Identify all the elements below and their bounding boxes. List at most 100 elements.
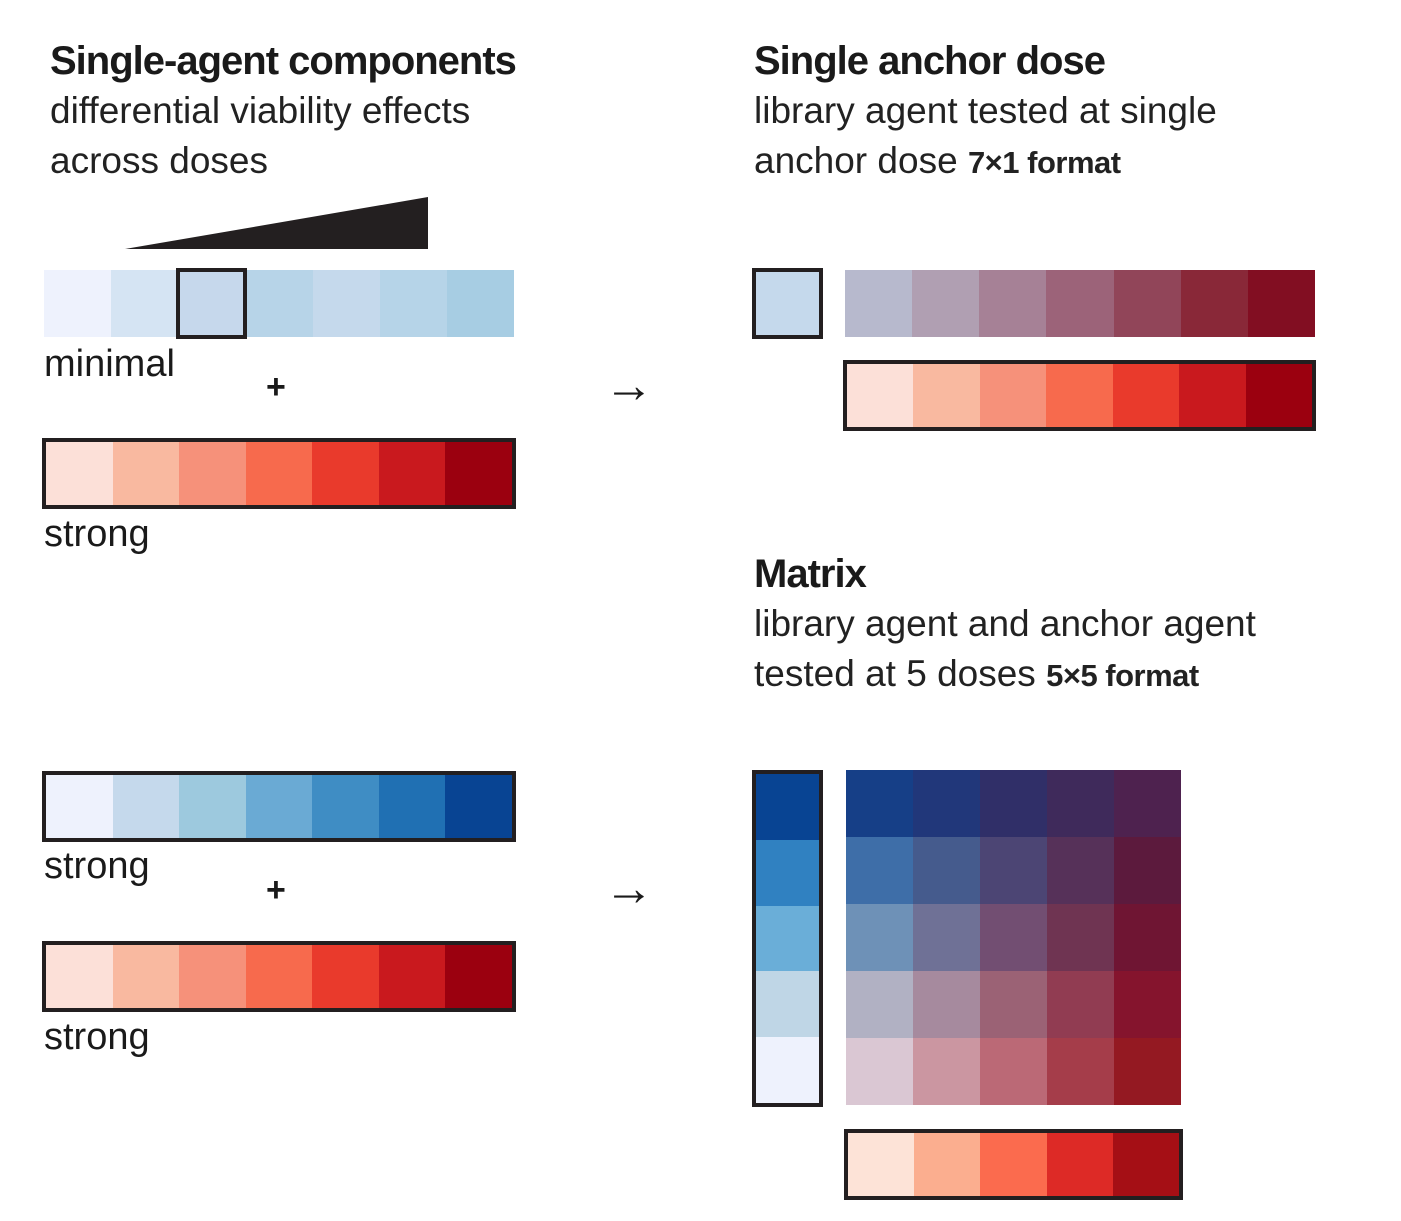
dose-cell: [312, 775, 379, 838]
matrix-cell: [913, 904, 980, 971]
dose-cell: [1179, 364, 1246, 427]
matrix-subtitle-text: tested at 5 doses: [754, 653, 1036, 694]
strong-label-blue: strong: [44, 845, 150, 887]
dose-cell: [46, 775, 113, 838]
matrix-cell: [1047, 971, 1114, 1038]
dose-cell: [112, 775, 180, 838]
anchor-dose-cell: [752, 268, 823, 339]
minimal-blue-strip: [44, 270, 514, 337]
matrix-cell: [913, 1038, 980, 1105]
combination-cell: [979, 270, 1047, 337]
matrix-cell: [980, 904, 1047, 971]
anchor-combination-strip: [845, 270, 1315, 337]
single-anchor-subtitle-line1: library agent tested at single: [754, 90, 1217, 131]
matrix-cell: [846, 1038, 913, 1105]
matrix-subtitle-line1: library agent and anchor agent: [754, 603, 1256, 644]
matrix-cell: [980, 971, 1047, 1038]
dose-cell: [312, 945, 379, 1008]
dose-cell: [178, 270, 246, 337]
combination-cell: [845, 270, 913, 337]
dose-cell: [179, 442, 246, 505]
dose-cell: [312, 270, 380, 337]
library-dose-cell: [1046, 1133, 1113, 1196]
arrow-bottom: →: [604, 860, 654, 916]
dose-cell: [445, 442, 513, 505]
dose-cell: [46, 945, 113, 1008]
plus-sign-top: +: [266, 368, 286, 406]
matrix-format: 5×5 format: [1046, 658, 1199, 693]
library-dose-cell: [1112, 1133, 1180, 1196]
single-anchor-subtitle-line2: anchor dose 7×1 format: [754, 136, 1121, 188]
matrix-cell: [1047, 1038, 1114, 1105]
dose-cell: [378, 945, 446, 1008]
dose-cell: [312, 442, 379, 505]
dose-cell: [245, 270, 313, 337]
single-agent-title: Single-agent components: [50, 39, 517, 83]
matrix-blue-column: [752, 770, 823, 1107]
matrix-cell: [980, 1038, 1047, 1105]
dose-cell: [179, 775, 246, 838]
matrix-cell: [913, 971, 980, 1038]
matrix-cell: [846, 837, 913, 904]
single-anchor-title: Single anchor dose: [754, 39, 1106, 83]
dose-cell: [379, 270, 447, 337]
single-anchor-subtitle-text: anchor dose: [754, 140, 958, 181]
combination-cell: [1046, 270, 1114, 337]
matrix-cell: [1047, 837, 1114, 904]
anchor-dose-cell: [756, 839, 819, 906]
selected-dose-highlight: [176, 268, 247, 339]
dose-ramp-triangle: [125, 197, 428, 249]
arrow-top: →: [604, 357, 654, 413]
dose-cell: [446, 270, 514, 337]
dose-cell: [847, 364, 914, 427]
combination-cell: [1247, 270, 1315, 337]
matrix-red-row: [844, 1129, 1183, 1200]
matrix-cell: [1047, 904, 1114, 971]
anchor-dose-cell: [756, 774, 819, 840]
anchor-dose-cell: [756, 1037, 819, 1103]
matrix-cell: [1114, 1038, 1181, 1105]
dose-cell: [179, 945, 246, 1008]
matrix-cell: [913, 770, 980, 837]
matrix-cell: [1047, 770, 1114, 837]
dose-cell: [112, 442, 180, 505]
library-dose-cell: [980, 1133, 1047, 1196]
matrix-cell: [1114, 770, 1181, 837]
single-anchor-format: 7×1 format: [967, 145, 1121, 180]
matrix-title: Matrix: [754, 552, 867, 596]
strong-red-strip-top: [42, 438, 516, 509]
anchor-red-strip: [843, 360, 1316, 431]
dose-cell: [1112, 364, 1180, 427]
matrix-cell: [1114, 837, 1181, 904]
matrix-cell: [846, 770, 913, 837]
plus-sign-bottom: +: [266, 871, 286, 909]
dose-cell: [245, 775, 313, 838]
dose-cell: [378, 442, 446, 505]
dose-cell: [44, 270, 112, 337]
strong-blue-strip: [42, 771, 516, 842]
matrix-cell: [846, 971, 913, 1038]
strong-label-top: strong: [44, 513, 150, 555]
combination-cell: [912, 270, 980, 337]
dose-cell: [378, 775, 446, 838]
strong-label-bottom: strong: [44, 1016, 150, 1058]
dose-cell: [1046, 364, 1113, 427]
matrix-cell: [980, 770, 1047, 837]
dose-cell: [979, 364, 1047, 427]
dose-cell: [445, 775, 513, 838]
dose-cell: [445, 945, 513, 1008]
dose-cell: [245, 442, 313, 505]
single-agent-subtitle-line1: differential viability effects: [50, 90, 471, 131]
single-agent-subtitle-line2: across doses: [50, 140, 268, 181]
dose-cell: [913, 364, 980, 427]
matrix-cell: [846, 904, 913, 971]
dose-cell: [46, 442, 113, 505]
matrix-cell: [1114, 971, 1181, 1038]
dose-cell: [245, 945, 313, 1008]
library-dose-cell: [848, 1133, 915, 1196]
combination-cell: [1180, 270, 1248, 337]
matrix-cell: [980, 837, 1047, 904]
anchor-dose-cell: [756, 905, 819, 972]
dose-cell: [1245, 364, 1312, 427]
anchor-dose-cell: [756, 971, 819, 1038]
